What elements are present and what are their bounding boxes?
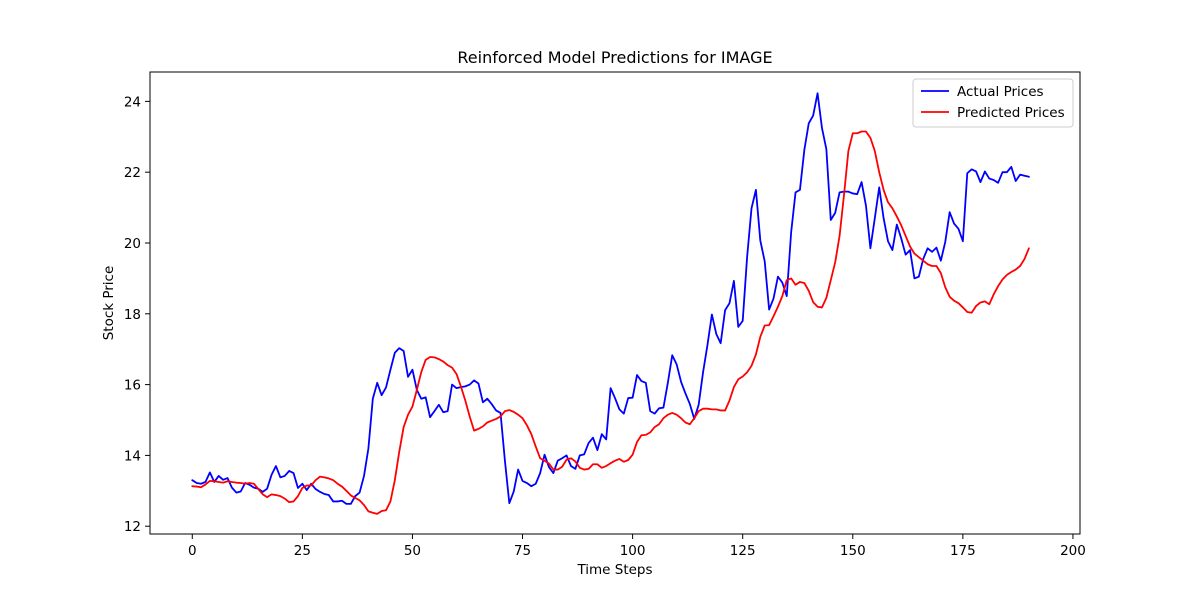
x-axis: 0 25 50 75 100 125 150 175 200	[188, 534, 1086, 559]
legend-label-predicted-prices: Predicted Prices	[957, 105, 1065, 121]
series-line-predicted-prices	[191, 130, 1030, 515]
y-axis: 12 14 16 18 20 22 24	[124, 94, 150, 535]
y-tick-label: 12	[124, 519, 141, 535]
x-tick-label: 75	[514, 543, 531, 559]
y-tick-label: 24	[124, 94, 141, 110]
chart-title: Reinforced Model Predictions for IMAGE	[457, 48, 772, 67]
x-tick-label: 125	[730, 543, 756, 559]
y-tick-label: 22	[124, 165, 141, 181]
y-tick-label: 16	[124, 378, 141, 394]
y-tick-label: 18	[124, 307, 141, 323]
y-tick-label: 20	[124, 236, 141, 252]
axes-frame	[149, 71, 1081, 535]
x-tick-label: 150	[840, 543, 866, 559]
x-tick-label: 100	[620, 543, 646, 559]
y-axis-title: Stock Price	[101, 266, 117, 341]
legend: Actual Prices Predicted Prices	[912, 78, 1074, 128]
x-tick-label: 200	[1060, 543, 1086, 559]
x-tick-label: 175	[950, 543, 976, 559]
x-tick-label: 50	[404, 543, 421, 559]
plot-area	[191, 92, 1030, 515]
y-tick-label: 14	[124, 448, 141, 464]
x-axis-title: Time Steps	[576, 562, 652, 578]
legend-box	[912, 78, 1074, 128]
x-tick-label: 25	[294, 543, 311, 559]
x-tick-label: 0	[188, 543, 197, 559]
legend-label-actual-prices: Actual Prices	[957, 84, 1044, 100]
series-line-actual-prices	[191, 92, 1030, 505]
